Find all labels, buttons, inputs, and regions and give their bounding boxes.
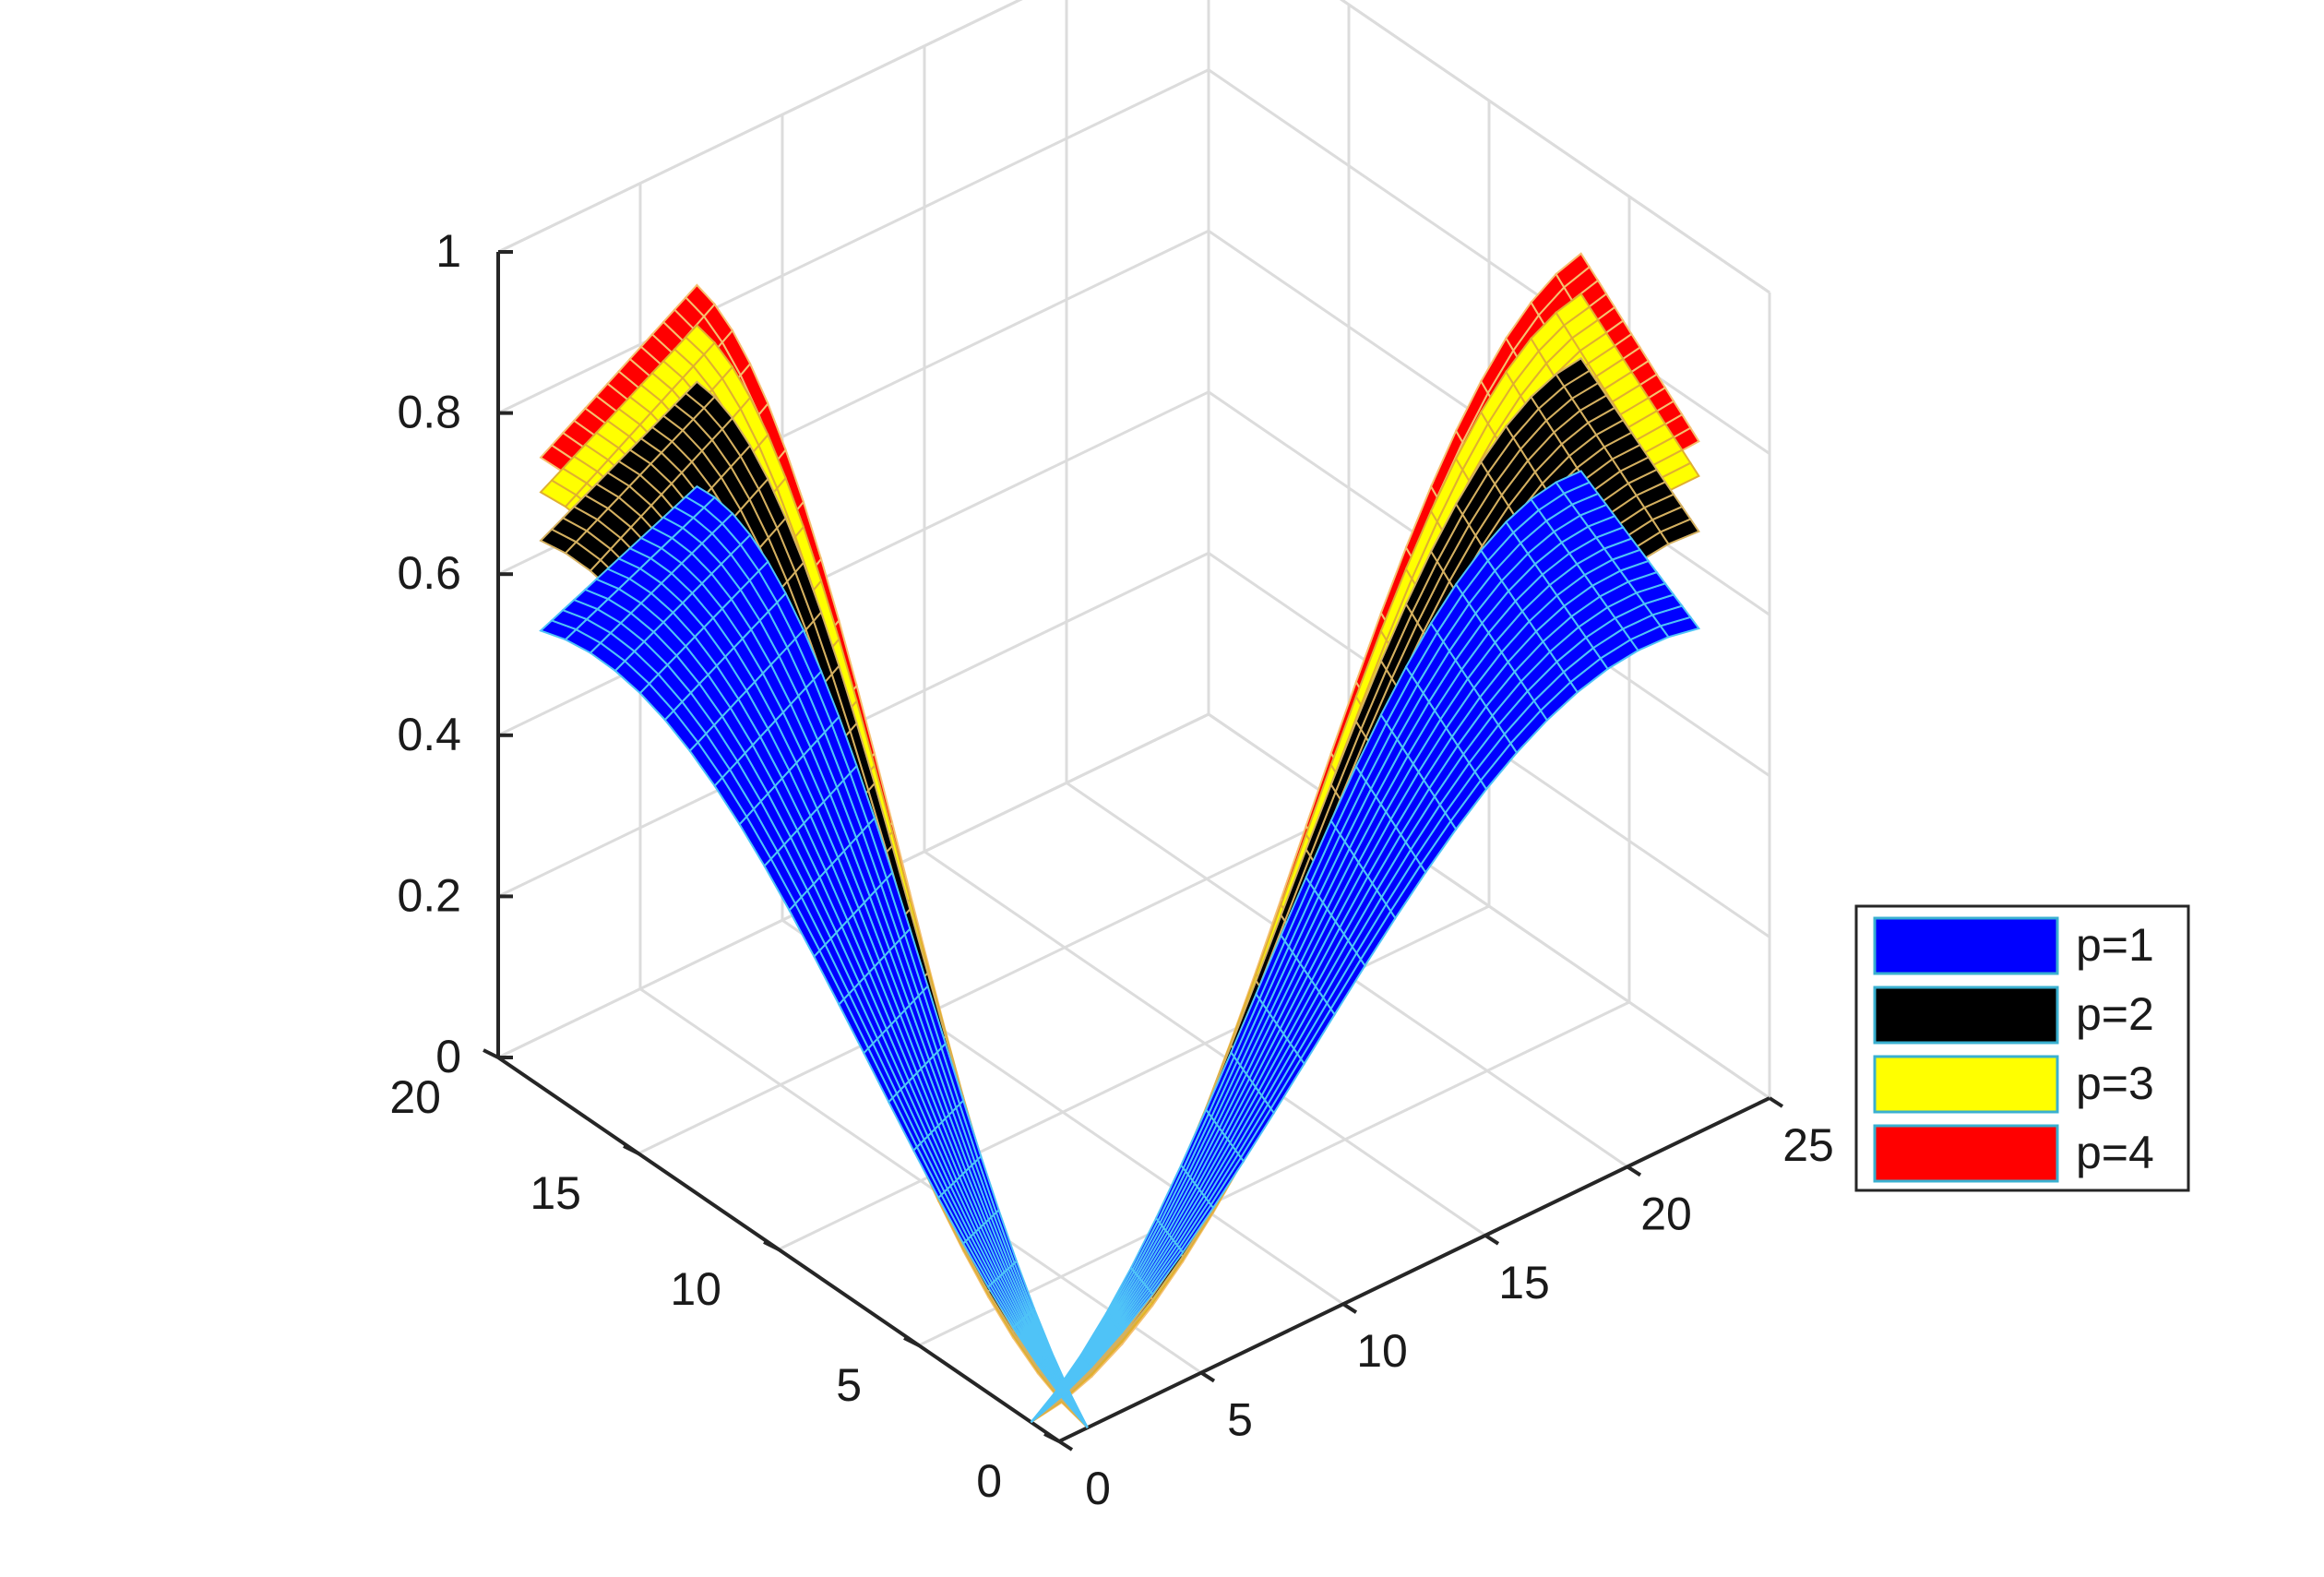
legend-swatch-p=3 [1873, 1055, 2059, 1114]
x-tick-label: 25 [1782, 1119, 1834, 1171]
grid-line-z [497, 390, 1210, 737]
grid-line-top [497, 0, 1023, 254]
x-tick-label: 15 [1498, 1257, 1550, 1308]
surface-p=1-left [539, 484, 1089, 1428]
legend-swatch-p=1 [1873, 916, 2059, 975]
x-tick-mark [1768, 1096, 1784, 1108]
grid-line-y [638, 808, 1350, 1155]
x-tick-mark [1057, 1440, 1074, 1452]
legend-label: p=2 [2076, 988, 2154, 1040]
surface-facet [1555, 252, 1591, 289]
y-tick-label: 10 [670, 1263, 721, 1315]
z-tick-label: 1 [435, 225, 461, 277]
grid-line-z [497, 0, 1023, 254]
x-tick-mark [1341, 1302, 1358, 1314]
legend-label: p=1 [2076, 919, 2154, 971]
x-tick-label: 20 [1640, 1188, 1692, 1239]
legend-swatch-p=2 [1873, 986, 2059, 1045]
y-tick-mark [903, 1336, 920, 1347]
x-axis-line [1058, 1096, 1770, 1443]
y-tick-mark [623, 1144, 639, 1155]
z-tick-label: 0.4 [397, 709, 461, 760]
y-tick-mark [763, 1240, 780, 1251]
grid-line-y [918, 1000, 1630, 1347]
surface-facet [1555, 356, 1591, 388]
y-tick-label: 15 [530, 1167, 581, 1219]
legend-label: p=4 [2076, 1127, 2154, 1178]
surface-facet [684, 324, 716, 356]
y-tick-label: 5 [836, 1359, 862, 1411]
x-tick-label: 5 [1227, 1394, 1253, 1446]
y-tick-label: 20 [389, 1071, 441, 1123]
z-tick-label: 0 [435, 1031, 461, 1082]
legend: p=1 p=2 p=3 p=4 [1854, 904, 2190, 1192]
surface-facet [1555, 293, 1591, 327]
surface-facet [684, 380, 717, 410]
y-tick-mark [483, 1048, 499, 1059]
y-tick-label: 0 [976, 1455, 1002, 1507]
surface-facet [684, 283, 716, 318]
surfaces [539, 252, 1701, 1428]
x-tick-label: 0 [1085, 1463, 1111, 1514]
x-tick-mark [1199, 1370, 1216, 1383]
legend-label: p=3 [2076, 1057, 2154, 1109]
x-tick-label: 10 [1356, 1325, 1408, 1377]
grid-line-y [778, 904, 1490, 1251]
z-tick-label: 0.6 [397, 547, 461, 599]
x-tick-mark [1626, 1165, 1642, 1177]
y-tick-mark [1043, 1432, 1060, 1443]
legend-swatch-p=4 [1873, 1124, 2059, 1183]
z-tick-label: 0.2 [397, 869, 461, 921]
surface-p=1-right [1030, 470, 1701, 1423]
x-tick-mark [1484, 1234, 1500, 1246]
surface-facet [1555, 470, 1591, 495]
grid-line-z [497, 68, 1210, 414]
surface-facet [684, 484, 717, 509]
grid-line-top [1340, 0, 1770, 294]
axis-lines [483, 250, 1784, 1452]
z-tick-label: 0.8 [397, 387, 461, 438]
